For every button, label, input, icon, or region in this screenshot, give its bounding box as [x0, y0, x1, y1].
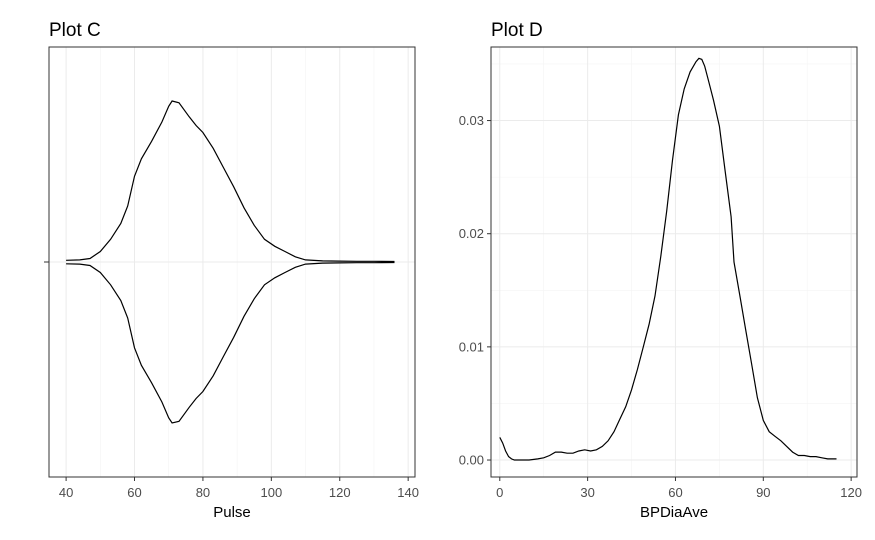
plot-d-y-axis: 0.00 0.01 0.02 0.03	[459, 113, 491, 468]
plot-d-x-tick-label: 0	[496, 485, 503, 500]
plot-d-y-tick-label: 0.02	[459, 226, 484, 241]
plot-d-x-tick-label: 30	[580, 485, 594, 500]
plot-d-x-axis: 0 30 60 90 120	[496, 477, 862, 500]
plot-c-title: Plot C	[49, 20, 101, 41]
plot-d-title: Plot D	[491, 20, 543, 41]
plot-d-panel: 0 30 60 90 120 0.00 0.01 0.02 0.03	[459, 46, 862, 500]
plot-d-x-tick-label: 60	[668, 485, 682, 500]
plot-d-panel-border	[490, 46, 858, 478]
plot-c-x-tick-label: 120	[329, 485, 351, 500]
plot-d-gridlines	[491, 47, 857, 477]
plot-d-y-tick-label: 0.00	[459, 453, 484, 468]
plot-c-x-axis-title: Pulse	[213, 504, 251, 521]
plot-c-x-tick-label: 80	[196, 485, 210, 500]
plot-c-x-tick-label: 140	[397, 485, 419, 500]
plot-c-gridlines	[49, 47, 415, 477]
plot-d-x-tick-label: 90	[756, 485, 770, 500]
plot-c-x-axis: 40 60 80 100 120 140	[59, 477, 419, 500]
plot-d-density-line	[499, 57, 837, 461]
plot-c-x-tick-label: 100	[260, 485, 282, 500]
plot-c-violin-lower-outline	[66, 261, 395, 424]
plot-c-x-tick-label: 60	[127, 485, 141, 500]
plot-c-x-tick-label: 40	[59, 485, 73, 500]
plot-c-violin-upper-outline	[66, 100, 395, 263]
plot-d-x-axis-title: BPDiaAve	[640, 504, 708, 521]
plot-c-panel: 40 60 80 100 120 140	[44, 46, 419, 500]
plot-d-y-tick-label: 0.03	[459, 113, 484, 128]
plot-d-x-tick-label: 120	[840, 485, 862, 500]
plot-d-y-tick-label: 0.01	[459, 339, 484, 354]
